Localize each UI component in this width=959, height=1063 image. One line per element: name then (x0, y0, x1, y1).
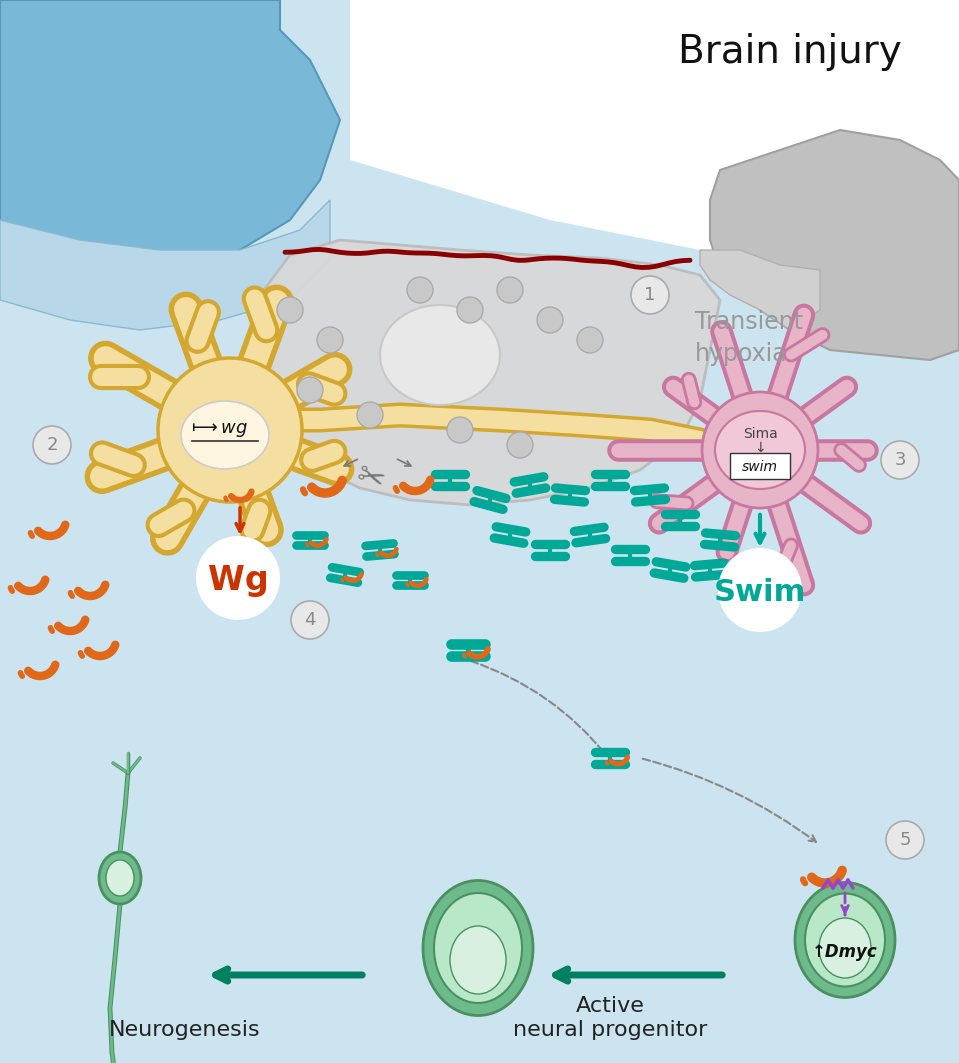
Circle shape (33, 426, 71, 465)
Ellipse shape (450, 926, 506, 994)
Circle shape (357, 402, 383, 428)
Circle shape (577, 327, 603, 353)
Text: 1: 1 (644, 286, 656, 304)
Polygon shape (0, 0, 340, 270)
Text: Brain injury: Brain injury (678, 33, 901, 71)
Text: 4: 4 (304, 611, 316, 629)
Circle shape (886, 821, 924, 859)
Circle shape (497, 277, 523, 303)
Text: 3: 3 (894, 451, 905, 469)
Circle shape (407, 277, 433, 303)
Circle shape (158, 358, 302, 502)
Circle shape (317, 327, 343, 353)
Circle shape (196, 536, 280, 620)
Circle shape (291, 601, 329, 639)
Text: ↓: ↓ (754, 441, 766, 455)
Text: swim: swim (742, 460, 778, 474)
Circle shape (702, 392, 818, 508)
Polygon shape (700, 250, 820, 330)
Polygon shape (710, 130, 959, 360)
Text: 5: 5 (900, 831, 911, 849)
Polygon shape (0, 200, 330, 330)
Text: 2: 2 (46, 436, 58, 454)
Circle shape (457, 297, 483, 323)
Circle shape (447, 417, 473, 443)
Text: ↑Dmyc: ↑Dmyc (812, 943, 877, 961)
FancyBboxPatch shape (730, 453, 790, 479)
Text: Sima: Sima (742, 427, 778, 441)
Ellipse shape (715, 411, 805, 489)
Polygon shape (350, 0, 959, 320)
Circle shape (881, 441, 919, 479)
Text: Wg: Wg (208, 563, 269, 596)
Text: Swim: Swim (713, 577, 807, 607)
Circle shape (277, 297, 303, 323)
Circle shape (297, 377, 323, 403)
Text: Neurogenesis: Neurogenesis (109, 1020, 261, 1040)
Circle shape (631, 276, 669, 314)
Polygon shape (250, 240, 720, 505)
Text: $\mathsf{\longmapsto}$wg: $\mathsf{\longmapsto}$wg (188, 421, 248, 439)
Ellipse shape (423, 880, 533, 1015)
Ellipse shape (805, 894, 885, 986)
Circle shape (537, 307, 563, 333)
Ellipse shape (795, 882, 895, 997)
Ellipse shape (819, 918, 871, 978)
Ellipse shape (434, 893, 522, 1003)
Text: Active
neural progenitor: Active neural progenitor (513, 996, 707, 1041)
Ellipse shape (99, 853, 141, 904)
Ellipse shape (106, 860, 134, 896)
Ellipse shape (380, 305, 500, 405)
Circle shape (507, 432, 533, 458)
Text: Transient
hypoxia: Transient hypoxia (695, 310, 803, 366)
Circle shape (718, 549, 802, 632)
Ellipse shape (181, 401, 269, 469)
Text: ✂: ✂ (351, 458, 388, 499)
